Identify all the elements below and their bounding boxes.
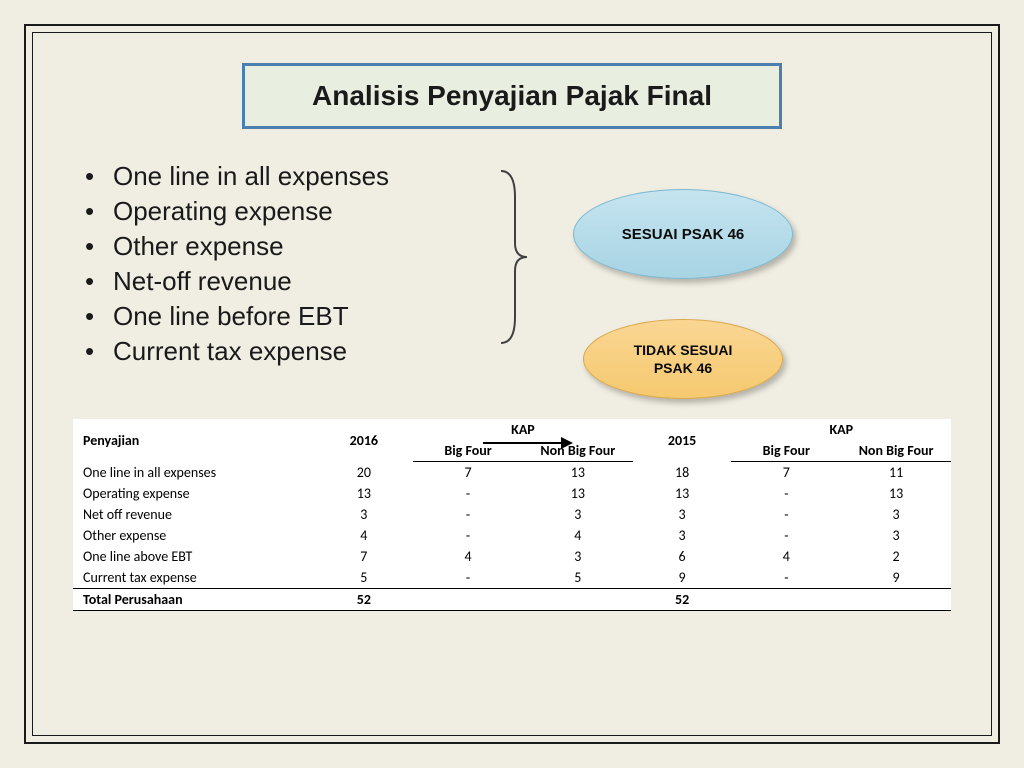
bullet-item: Net-off revenue [113,264,493,299]
cell-label: Other expense [73,525,314,546]
cell: - [731,504,841,525]
cell: 4 [523,525,633,546]
cell [523,589,633,611]
cell: 18 [633,462,732,484]
th-kap-2: KAP [731,419,951,440]
cell [841,589,951,611]
title-box: Analisis Penyajian Pajak Final [242,63,782,129]
bullet-item: One line before EBT [113,299,493,334]
ellipse-orange-line2: PSAK 46 [654,360,712,376]
cell: 13 [841,483,951,504]
cell: 5 [314,567,413,589]
th-penyajian: Penyajian [73,419,314,462]
cell: 7 [731,462,841,484]
content-row: One line in all expenses Operating expen… [73,159,951,399]
cell: 2 [841,546,951,567]
ellipse-sesuai: SESUAI PSAK 46 [573,189,793,279]
th-nonbig4-2: Non Big Four [841,440,951,462]
shapes-group: SESUAI PSAK 46 TIDAK SESUAI PSAK 46 [533,159,833,399]
cell: 13 [523,483,633,504]
cell: 5 [523,567,633,589]
table-row: Current tax expense5-59-9 [73,567,951,589]
cell: 11 [841,462,951,484]
cell: 3 [633,504,732,525]
cell: 52 [633,589,732,611]
table-row: Net off revenue3-33-3 [73,504,951,525]
table-row: One line above EBT743642 [73,546,951,567]
cell: 4 [731,546,841,567]
ellipse-orange-line1: TIDAK SESUAI [634,342,733,358]
cell: - [731,567,841,589]
cell: 3 [841,525,951,546]
cell: 3 [314,504,413,525]
th-2015: 2015 [633,419,732,462]
cell: 4 [314,525,413,546]
cell-label: Operating expense [73,483,314,504]
inner-frame: Analisis Penyajian Pajak Final One line … [32,32,992,736]
cell-label: Current tax expense [73,567,314,589]
bullet-item: Current tax expense [113,334,493,369]
cell: 13 [633,483,732,504]
arrow-icon [483,433,573,453]
cell: 52 [314,589,413,611]
cell-label: Net off revenue [73,504,314,525]
bullet-item: Operating expense [113,194,493,229]
cell: - [413,567,523,589]
outer-frame: Analisis Penyajian Pajak Final One line … [24,24,1000,744]
page-title: Analisis Penyajian Pajak Final [312,80,712,111]
table-row: Operating expense13-1313-13 [73,483,951,504]
cell: 3 [523,504,633,525]
cell: 13 [314,483,413,504]
cell: 3 [523,546,633,567]
cell: - [731,483,841,504]
cell [413,589,523,611]
table-row: Other expense4-43-3 [73,525,951,546]
th-big4-2: Big Four [731,440,841,462]
ellipse-tidak-sesuai: TIDAK SESUAI PSAK 46 [583,319,783,399]
cell-label: One line above EBT [73,546,314,567]
table-row: One line in all expenses2071318711 [73,462,951,484]
cell [731,589,841,611]
cell: 9 [633,567,732,589]
cell: - [731,525,841,546]
bullet-item: Other expense [113,229,493,264]
cell: 6 [633,546,732,567]
cell: - [413,504,523,525]
cell: 7 [413,462,523,484]
cell: 7 [314,546,413,567]
cell: 3 [841,504,951,525]
bullet-item: One line in all expenses [113,159,493,194]
cell: 20 [314,462,413,484]
cell: 4 [413,546,523,567]
cell: - [413,483,523,504]
cell: 9 [841,567,951,589]
ellipse-blue-text: SESUAI PSAK 46 [622,226,745,243]
cell: - [413,525,523,546]
cell-total-label: Total Perusahaan [73,589,314,611]
cell-label: One line in all expenses [73,462,314,484]
bullet-list: One line in all expenses Operating expen… [73,159,493,370]
cell: 3 [633,525,732,546]
th-2016: 2016 [314,419,413,462]
table-total-row: Total Perusahaan5252 [73,589,951,611]
brace-icon [493,167,533,347]
cell: 13 [523,462,633,484]
